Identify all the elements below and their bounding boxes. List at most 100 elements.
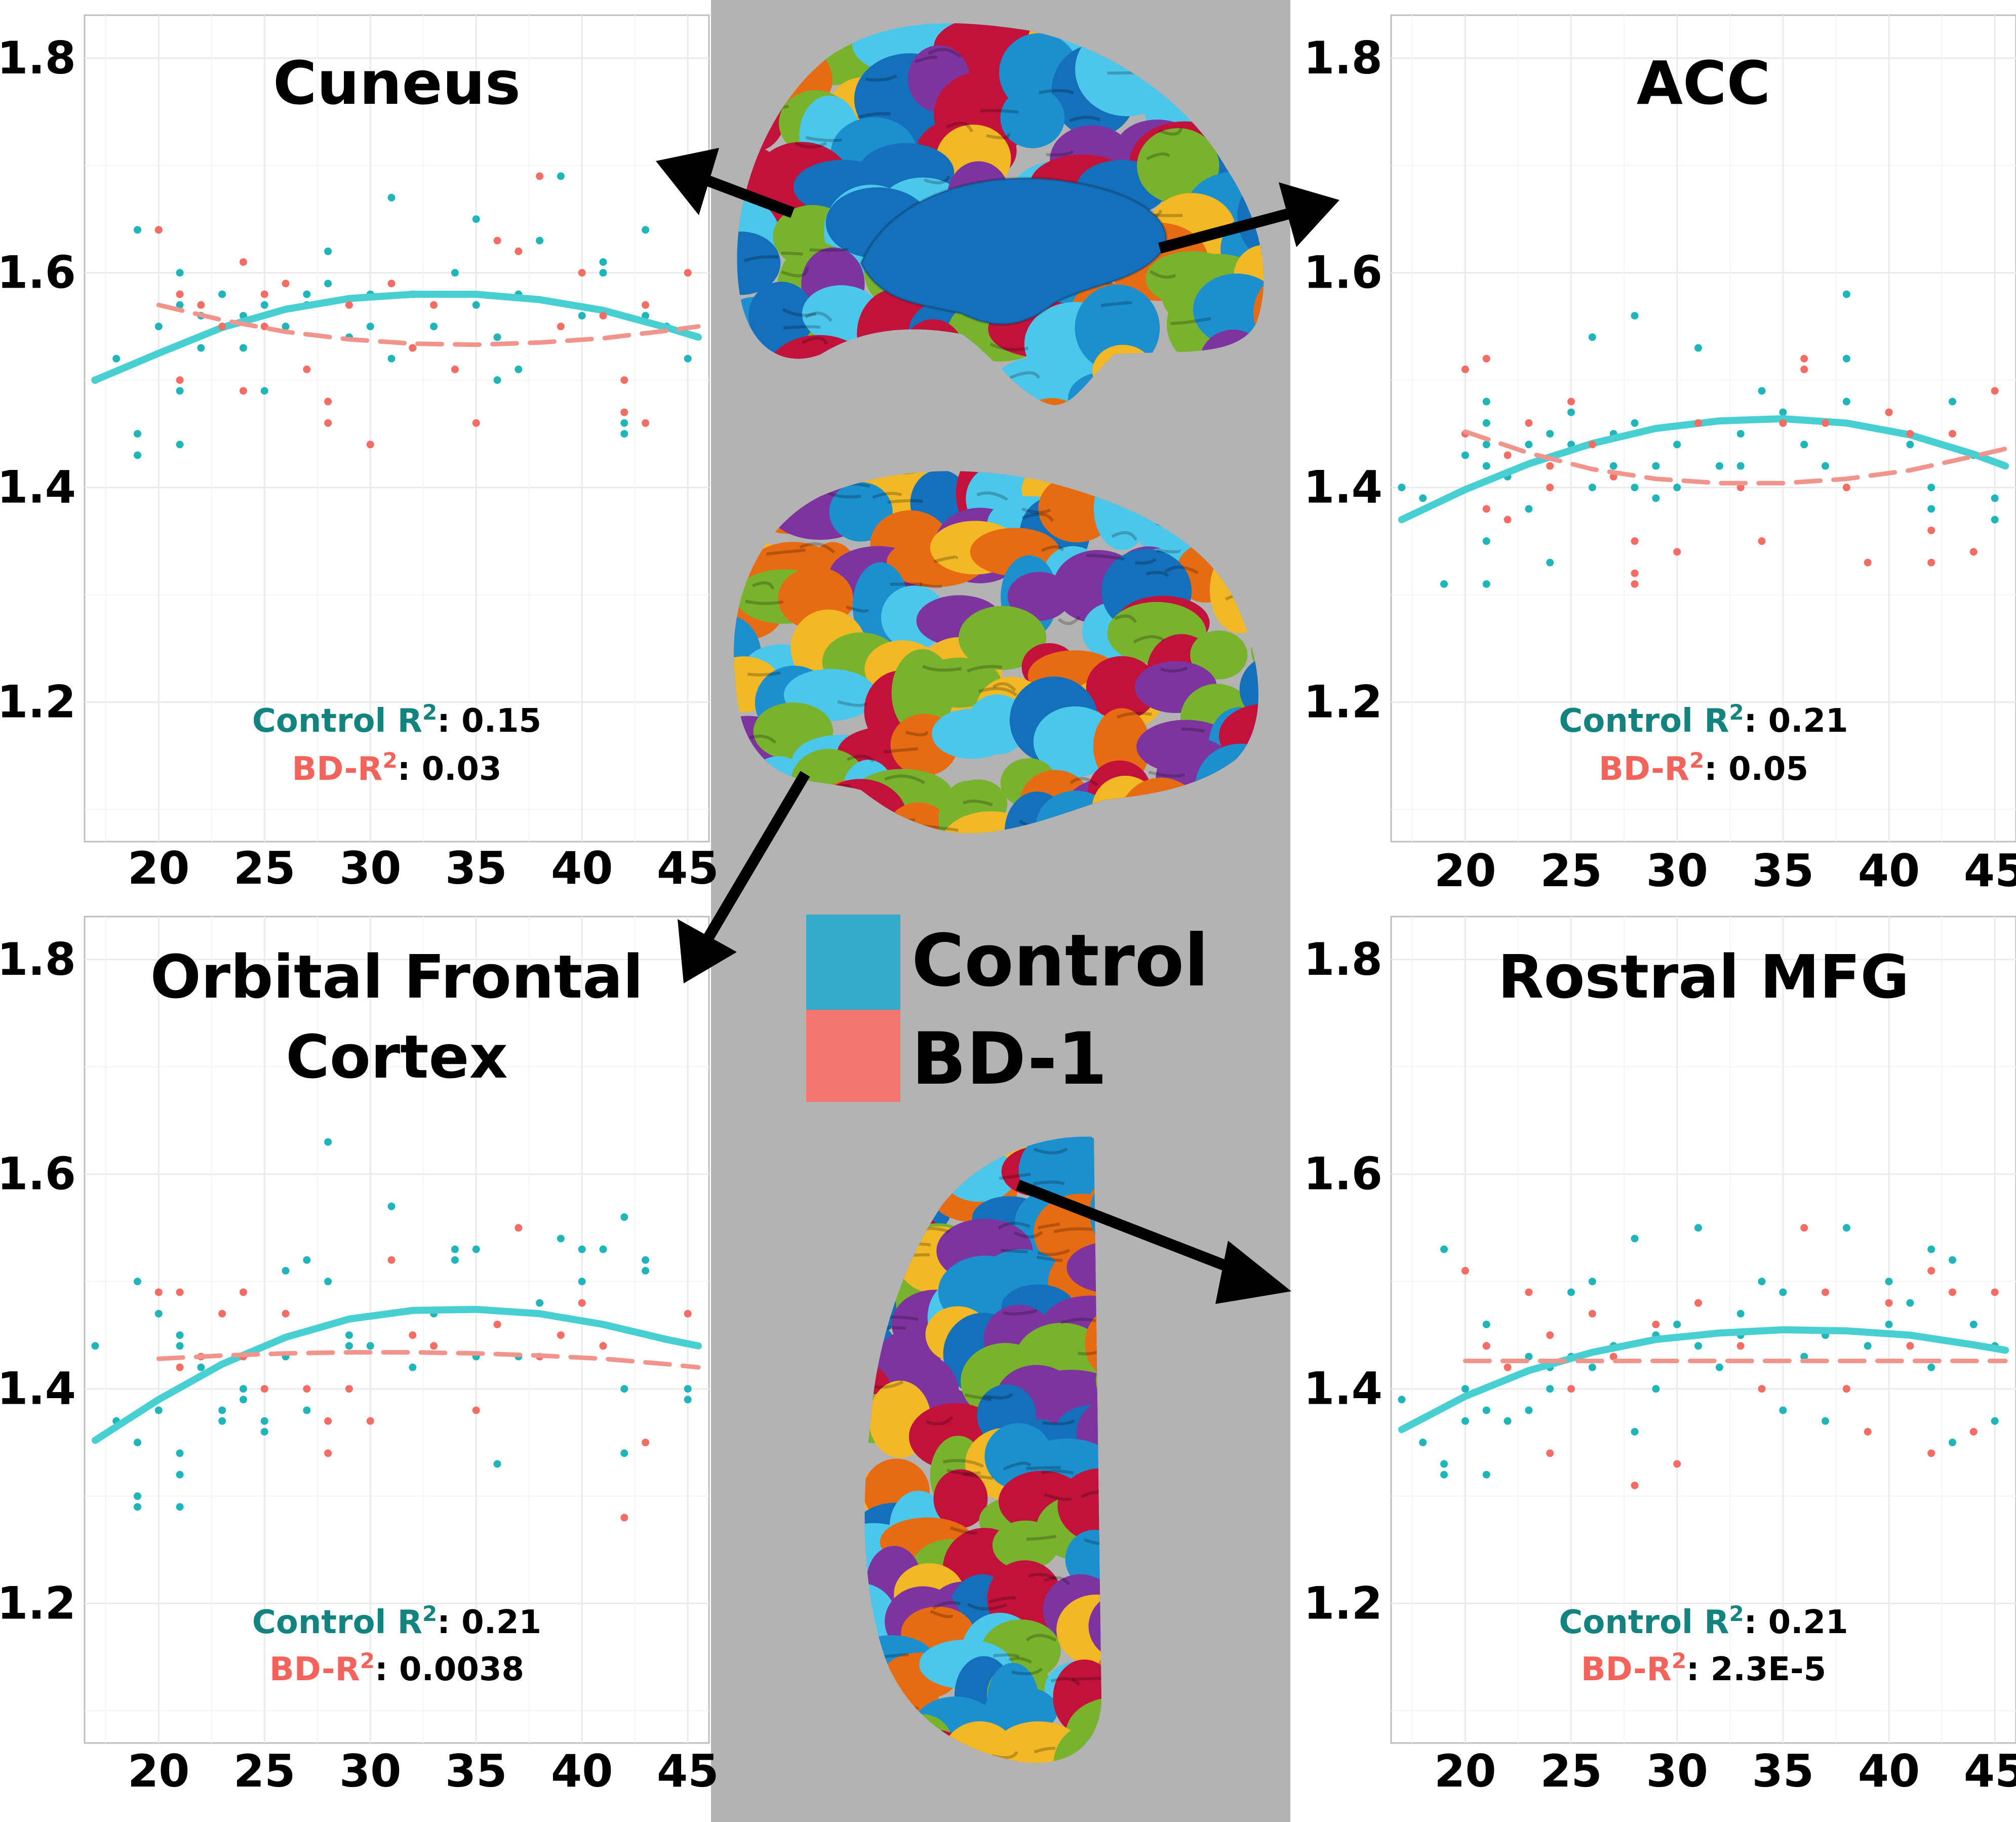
control-point <box>620 1449 628 1457</box>
x-tick-label: 25 <box>233 842 295 894</box>
x-tick-label: 30 <box>339 1745 401 1797</box>
control-point <box>493 1460 501 1468</box>
control-point <box>260 387 268 395</box>
control-point <box>1631 484 1639 492</box>
control-point <box>1482 580 1490 588</box>
bd-point <box>451 365 459 373</box>
y-tick-label: 1.2 <box>1303 676 1382 728</box>
bd-point <box>1800 1224 1808 1232</box>
grid-lines <box>85 15 709 842</box>
bd-point <box>1461 365 1469 373</box>
control-point <box>1609 462 1617 470</box>
bd-point <box>1991 387 1999 395</box>
series-control <box>91 1138 702 1511</box>
control-point <box>176 269 184 277</box>
control-point <box>1885 1320 1893 1328</box>
chart-cuneus: 1.2 1.4 1.6 1.8 20 25 30 35 40 45 Cuneus Control R2… <box>0 14 719 894</box>
plot-area <box>84 916 710 1744</box>
control-point <box>1779 408 1787 416</box>
control-point <box>515 365 523 373</box>
bd-point <box>239 258 247 266</box>
x-tick-label: 35 <box>1752 1745 1814 1797</box>
bd-point <box>282 1310 290 1318</box>
bd-point <box>472 419 480 427</box>
control-point <box>1991 494 1999 502</box>
bd-point <box>1609 1353 1617 1361</box>
control-point <box>493 333 501 341</box>
control-point <box>430 323 438 331</box>
bd-point <box>620 408 628 416</box>
control-point <box>1736 430 1745 438</box>
bd-point <box>684 1310 692 1318</box>
sulcus-line <box>932 1601 961 1610</box>
control-point <box>1398 484 1406 492</box>
bd-point <box>578 1299 586 1307</box>
control-point <box>324 1138 332 1146</box>
bd-point <box>1631 569 1639 577</box>
sulcus-line <box>857 112 891 120</box>
control-point <box>176 1471 184 1479</box>
bd-point <box>1842 484 1850 492</box>
series-bd <box>154 1224 701 1522</box>
bd-point <box>493 1320 501 1328</box>
brain-parcel <box>1190 630 1248 680</box>
plot-area <box>1390 14 2016 843</box>
control-r2-label: Control R2: 0.15 <box>252 700 541 740</box>
control-point <box>1631 419 1639 427</box>
control-point <box>1631 1235 1639 1243</box>
chart-rostral-mfg: 1.2 1.4 1.6 1.8 20 25 30 35 40 45 Rostral MFG Contr… <box>1303 916 2016 1797</box>
control-point <box>1440 1460 1448 1468</box>
bd-point <box>1779 419 1787 427</box>
x-tick-label: 40 <box>1858 845 1920 897</box>
series-control <box>91 172 702 459</box>
bd-point <box>1927 1449 1935 1457</box>
sulcus-line <box>1086 553 1125 561</box>
bd-point <box>1694 1299 1703 1307</box>
sulcus-line <box>1060 1318 1096 1325</box>
chart-title: Rostral MFG <box>1498 942 1910 1012</box>
medial-wall-region <box>859 177 1168 326</box>
bd-point <box>1758 1385 1766 1393</box>
grid-lines <box>85 917 709 1743</box>
sulcus-line <box>1033 1147 1068 1155</box>
control-point <box>1758 387 1766 395</box>
control-point <box>1949 398 1957 406</box>
control-point <box>176 387 184 395</box>
y-tick-label: 1.2 <box>0 676 76 728</box>
grid-lines <box>1391 15 2016 842</box>
bd-point <box>260 1385 268 1393</box>
bd-point <box>1885 408 1893 416</box>
bd-point <box>620 1514 628 1522</box>
control-point <box>366 323 374 331</box>
control-point <box>133 451 141 459</box>
control-point <box>218 290 226 298</box>
bd-point <box>387 1256 396 1264</box>
x-tick-label: 30 <box>1646 1745 1708 1797</box>
control-point <box>303 1406 311 1414</box>
x-tick-label: 25 <box>1540 845 1602 897</box>
bd-point <box>218 323 226 331</box>
control-point <box>620 1213 628 1221</box>
sulcus-line <box>924 175 951 184</box>
sulcus-line <box>993 1653 1020 1658</box>
control-point <box>1927 1245 1935 1253</box>
sulcus-line <box>986 133 1010 140</box>
sulcus-line <box>1158 127 1183 136</box>
sulcus-line <box>1114 614 1137 623</box>
control-point <box>684 1396 692 1404</box>
x-tick-label: 20 <box>128 842 189 894</box>
sulcus-line <box>946 122 973 133</box>
bd-point <box>324 1449 332 1457</box>
bd-point <box>154 1288 163 1296</box>
sulcus-line <box>781 267 809 278</box>
control-point <box>260 1417 268 1425</box>
sulcus-line <box>1021 507 1051 514</box>
control-point <box>1525 1353 1533 1361</box>
control-point <box>1779 1288 1787 1296</box>
control-point <box>1546 430 1554 438</box>
control-point <box>1546 1385 1554 1393</box>
sulcus-line <box>766 548 806 556</box>
sulcus-line <box>922 665 962 672</box>
